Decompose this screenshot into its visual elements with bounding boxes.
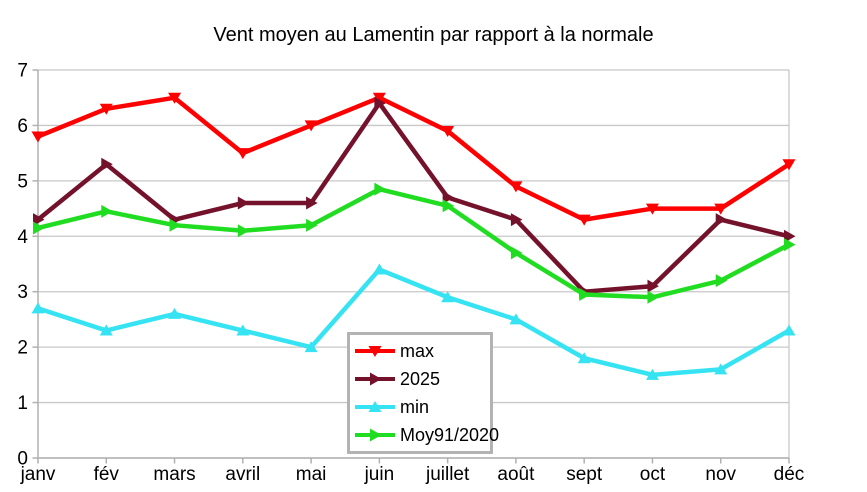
series-marker-moy91-2020 <box>647 290 659 304</box>
series-line-moy91-2020 <box>37 186 791 300</box>
series-marker-2025 <box>510 213 523 227</box>
series-marker-2025 <box>237 196 250 210</box>
legend-label: 2025 <box>400 368 441 389</box>
legend-swatch-moy91-2020 <box>355 428 395 442</box>
legend-item-min: min <box>354 393 490 421</box>
x-axis-label: fév <box>94 464 120 485</box>
series-marker-min <box>577 352 591 364</box>
x-axis-label: juin <box>364 464 395 485</box>
series-marker-2025 <box>306 196 318 210</box>
y-axis-label: 1 <box>17 393 28 414</box>
series-marker-min <box>372 263 386 275</box>
series-marker-moy91-2020 <box>33 221 45 235</box>
legend-label: Moy91/2020 <box>400 424 500 445</box>
legend-swatch-max <box>355 346 395 357</box>
y-axis-label: 6 <box>17 116 28 137</box>
y-axis-label: 4 <box>17 227 28 248</box>
series-marker-min <box>782 324 796 336</box>
x-axis-label: sept <box>566 464 603 485</box>
axis-ticks: 0 1 2 3 4 5 6 7 janv fév mars avril mai juin juillet ao… <box>17 61 804 486</box>
series-marker-moy91-2020 <box>237 224 250 238</box>
series-marker-min <box>31 302 45 314</box>
series-marker-moy91-2020 <box>579 287 591 301</box>
series-marker-max <box>714 203 728 215</box>
legend-item-2025: 2025 <box>354 365 490 393</box>
x-axis-label: oct <box>640 464 666 485</box>
chart-title: Vent moyen au Lamentin par rapport à la … <box>213 24 654 46</box>
x-axis-label: avril <box>225 464 260 485</box>
series-marker-max <box>236 148 250 160</box>
series-2025 <box>33 96 796 299</box>
x-axis-label: déc <box>774 464 805 485</box>
series-marker-moy91-2020 <box>101 204 113 218</box>
y-axis-label: 3 <box>17 282 28 303</box>
series-marker-max <box>372 92 386 104</box>
series-marker-moy91-2020 <box>715 274 728 288</box>
x-axis-label: mars <box>153 464 195 485</box>
series-marker-min <box>236 324 250 336</box>
series-line-max <box>37 95 791 222</box>
y-axis-label: 0 <box>17 449 28 470</box>
legend: max 2025 min Moy91/2020 <box>347 332 499 454</box>
x-axis-label: nov <box>705 464 736 485</box>
series-line-min <box>37 266 791 378</box>
series-marker-max <box>31 131 45 143</box>
series-marker-moy91-2020 <box>510 246 523 260</box>
series-moy91-2020 <box>33 182 796 304</box>
series-marker-min <box>441 291 455 303</box>
series-marker-min <box>99 324 113 336</box>
series-marker-min <box>714 363 728 375</box>
legend-item-moy91-2020: Moy91/2020 <box>354 421 499 449</box>
legend-label: min <box>400 396 430 417</box>
series-line-2025 <box>36 99 790 295</box>
series-marker-2025 <box>647 279 659 293</box>
x-axis-label: janv <box>20 464 56 485</box>
legend-swatch-min <box>355 401 395 412</box>
series-marker-max <box>168 92 182 104</box>
legend-item-max: max <box>354 337 490 365</box>
series-marker-max <box>99 103 113 115</box>
series-marker-moy91-2020 <box>306 218 318 232</box>
series-marker-moy91-2020 <box>442 199 455 213</box>
series-max <box>31 92 796 226</box>
series-marker-2025 <box>33 213 45 227</box>
series-marker-max <box>577 214 591 226</box>
series-marker-max <box>645 203 659 215</box>
series-marker-max <box>441 125 455 137</box>
y-axis-label: 7 <box>17 61 28 82</box>
series-marker-moy91-2020 <box>169 218 182 232</box>
x-axis-label: juillet <box>425 464 470 485</box>
legend-swatch-2025 <box>355 372 395 386</box>
series-marker-max <box>782 159 796 171</box>
x-axis-label: août <box>497 464 535 485</box>
legend-label: max <box>400 340 435 361</box>
x-axis-label: mai <box>296 464 327 485</box>
series-marker-min <box>509 313 523 325</box>
series-marker-2025 <box>715 213 728 227</box>
series-marker-max <box>304 120 318 132</box>
series-marker-min <box>304 341 318 353</box>
series-min <box>31 263 796 380</box>
y-axis-label: 5 <box>17 171 28 192</box>
y-axis-label: 2 <box>17 338 28 359</box>
series-marker-moy91-2020 <box>374 182 386 196</box>
series-marker-max <box>509 181 523 193</box>
series-marker-2025 <box>374 96 386 110</box>
series-marker-2025 <box>784 229 796 243</box>
series-marker-moy91-2020 <box>784 238 796 252</box>
series-marker-2025 <box>442 190 455 204</box>
series-marker-2025 <box>101 157 113 171</box>
series-marker-min <box>645 368 659 380</box>
series-marker-min <box>168 307 182 319</box>
